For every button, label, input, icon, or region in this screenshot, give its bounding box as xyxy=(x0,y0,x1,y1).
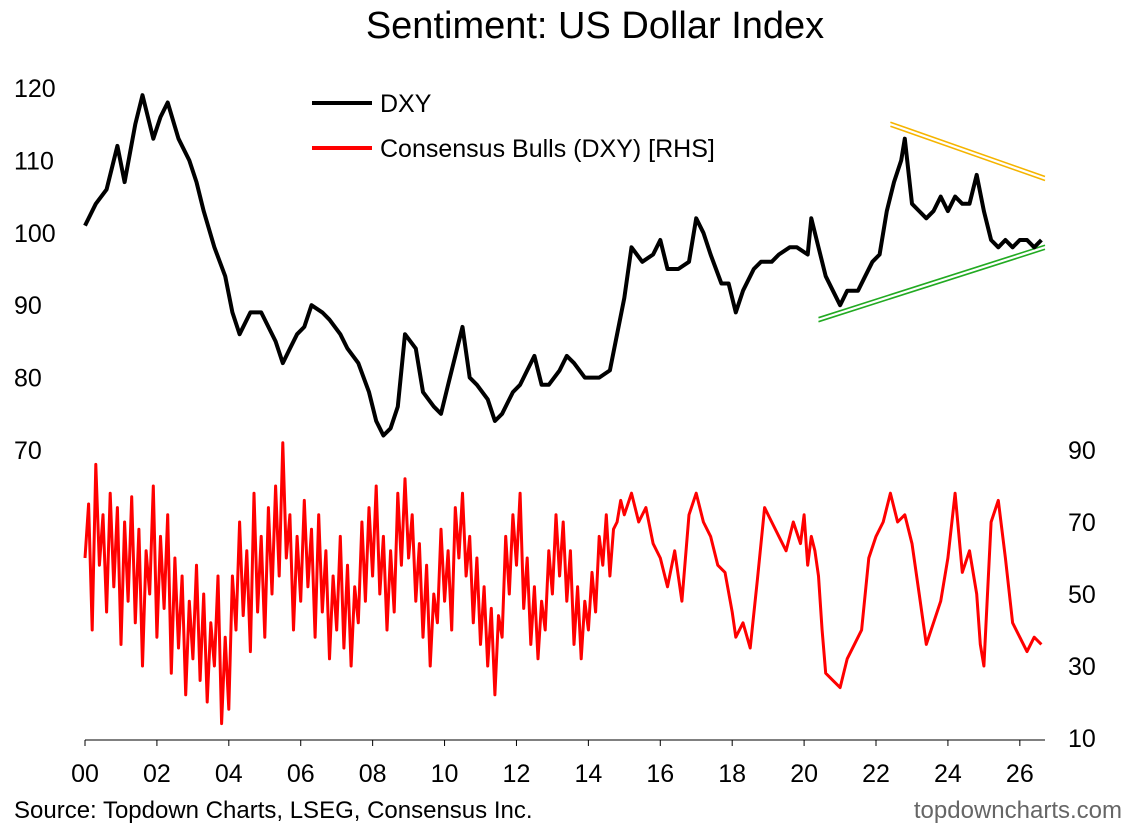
x-tick-label: 04 xyxy=(215,760,243,788)
left-tick-label: 100 xyxy=(14,220,56,248)
watermark: topdowncharts.com xyxy=(914,797,1122,824)
right-tick-label: 90 xyxy=(1068,437,1096,465)
upper-trendline xyxy=(890,121,1046,178)
legend-label-consensus-bulls: Consensus Bulls (DXY) [RHS] xyxy=(380,135,715,163)
x-tick-label: 16 xyxy=(646,760,674,788)
series-line-consensus-bulls xyxy=(83,441,1043,726)
x-tick-label: 06 xyxy=(287,760,315,788)
x-tick-label: 24 xyxy=(934,760,962,788)
left-tick-label: 70 xyxy=(14,437,42,465)
legend-label-dxy: DXY xyxy=(380,90,432,118)
x-tick-label: 12 xyxy=(503,760,531,788)
left-tick-label: 110 xyxy=(14,147,54,175)
source-note: Source: Topdown Charts, LSEG, Consensus … xyxy=(14,797,533,824)
series-line-dxy xyxy=(83,93,1043,438)
right-axis: 90 70 50 30 10 xyxy=(1068,437,1096,753)
x-tick-label: 26 xyxy=(1006,760,1034,788)
left-axis: 120 110 100 90 80 70 xyxy=(14,75,56,465)
chart-title: Sentiment: US Dollar Index xyxy=(366,5,824,47)
left-tick-label: 90 xyxy=(14,292,42,320)
left-tick-label: 120 xyxy=(14,75,56,103)
x-tick-label: 18 xyxy=(718,760,746,788)
left-tick-label: 80 xyxy=(14,365,42,393)
series-layer xyxy=(83,93,1043,726)
x-tick-label: 00 xyxy=(71,760,99,788)
right-tick-label: 10 xyxy=(1068,725,1096,753)
x-tick-label: 14 xyxy=(574,760,602,788)
x-tick-label: 20 xyxy=(790,760,818,788)
right-tick-label: 30 xyxy=(1068,653,1096,681)
lower-trendline xyxy=(818,248,1046,323)
x-tick-label: 10 xyxy=(431,760,459,788)
x-tick-label: 08 xyxy=(359,760,387,788)
right-tick-label: 50 xyxy=(1068,581,1096,609)
x-axis: 00 02 04 06 08 10 12 14 16 18 20 22 24 26 xyxy=(71,739,1045,788)
legend: DXY Consensus Bulls (DXY) [RHS] xyxy=(312,90,715,163)
x-tick-label: 22 xyxy=(862,760,890,788)
lower-trendline xyxy=(818,244,1046,319)
trendlines xyxy=(818,121,1046,323)
x-tick-label: 02 xyxy=(143,760,171,788)
right-tick-label: 70 xyxy=(1068,509,1096,537)
upper-trendline xyxy=(890,125,1046,182)
